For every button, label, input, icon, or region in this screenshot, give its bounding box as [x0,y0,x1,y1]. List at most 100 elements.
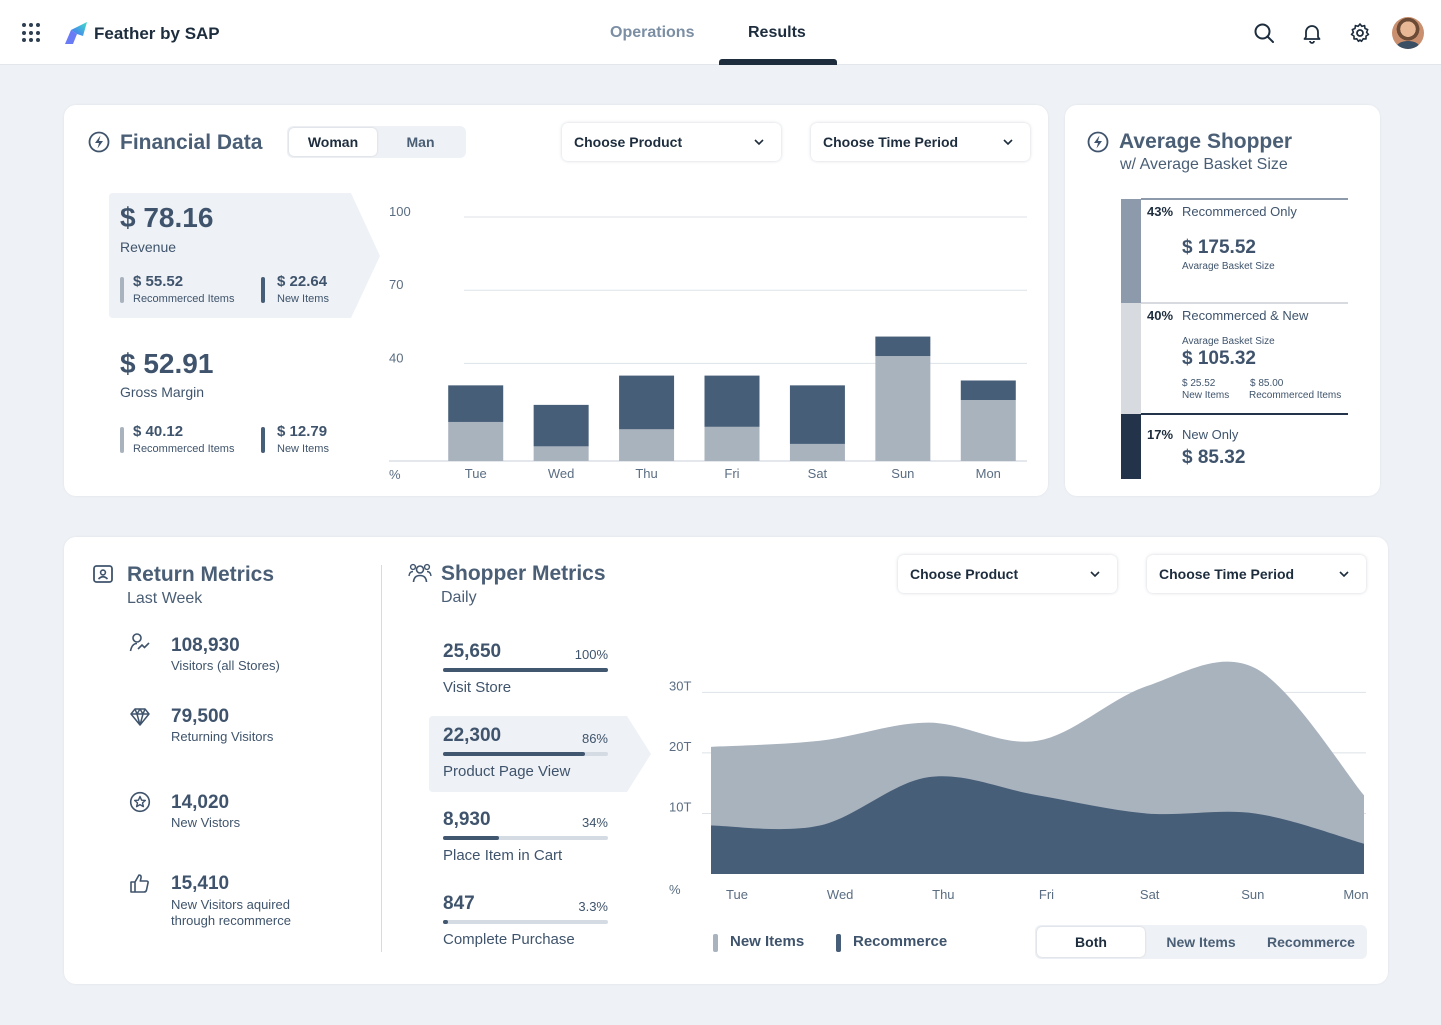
funnel-pct: 86% [581,731,608,746]
bar-segment-upper [533,404,589,447]
funnel-value: 22,300 [443,725,502,746]
legend-new-items: New Items [730,933,805,950]
funnel-label: Complete Purchase [443,931,575,948]
bar-segment-upper [704,375,760,427]
new-marker [261,277,265,303]
time-period-select-label: Choose Time Period [823,134,959,150]
funnel-fill [443,920,449,924]
gear-icon[interactable] [1349,22,1371,44]
shopper-metrics-subtitle: Daily [441,589,477,606]
revenue-label: Revenue [120,239,177,255]
return-metrics-subtitle: Last Week [127,590,203,607]
x-tick-label: Tue [465,466,487,481]
recommerce-marker [120,427,124,453]
margin-value: $ 52.91 [120,348,214,379]
funnel-fill [443,752,585,756]
revenue-new-label: New Items [277,293,329,305]
metric-label: through recommerce [171,913,291,928]
bar-segment-lower [533,446,589,461]
bar-segment-lower [789,443,845,461]
people-icon [408,563,432,583]
x-tick-label: Fri [724,466,739,481]
y-tick-label: 20T [669,739,691,754]
segment-sub: Avarage Basket Size [1182,336,1275,347]
segment-divider [1141,198,1348,200]
x-tick-label: Sun [891,466,914,481]
top-bar: Feather by SAP Operations Results [0,0,1441,65]
lightning-icon [88,131,110,153]
metric-label: Visitors (all Stores) [171,658,280,673]
funnel-fill [443,668,608,672]
gender-man[interactable]: Man [406,134,435,150]
filter-recommerce[interactable]: Recommerce [1267,934,1355,950]
segment-name: Recommerced & New [1182,308,1309,323]
x-tick-label: Sat [808,466,828,481]
area-chart: 10T 20T 30T% Tue Wed Thu Fri Sat Sun Mon [669,661,1369,902]
section-divider [381,565,382,952]
average-shopper-card: Average Shopper w/ Average Basket Size 4… [1065,105,1380,496]
filter-both[interactable]: Both [1037,927,1145,957]
margin-recommerce-label: Recommerced Items [133,443,235,455]
bar-segment-lower [875,356,931,461]
filter-new-items[interactable]: New Items [1166,934,1236,950]
time-period-select[interactable]: Choose Time Period [1147,555,1366,593]
margin-label: Gross Margin [120,384,205,400]
avatar[interactable] [1392,17,1424,49]
tab-results[interactable]: Results [748,24,806,41]
revenue-recommerce-label: Recommerced Items [133,293,235,305]
search-icon[interactable] [1253,22,1275,44]
time-period-select[interactable]: Choose Time Period [811,123,1030,161]
segment-divider [1141,413,1348,415]
tab-operations[interactable]: Operations [610,24,695,41]
margin-new-label: New Items [277,443,329,455]
gender-woman[interactable]: Woman [289,128,377,156]
legend-recommerce: Recommerce [853,933,948,950]
x-tick-label: Mon [976,466,1001,481]
legend-swatch-recommerce [836,934,841,952]
chevron-down-icon [1003,139,1013,146]
segment-bar-recommerced-new [1121,303,1141,414]
segment-sub: Avarage Basket Size [1182,261,1275,272]
funnel-value: 25,650 [443,641,502,662]
star-icon [129,791,151,813]
shopper-metrics-title: Shopper Metrics [441,562,606,585]
grid-icon[interactable] [22,23,42,43]
x-tick-label: Thu [932,887,954,902]
legend-swatch-new-items [713,934,718,952]
metric-value: 14,020 [171,792,230,813]
time-period-select-label: Choose Time Period [1159,566,1295,582]
metric-label: Returning Visitors [171,729,274,744]
funnel-label: Product Page View [443,763,571,780]
funnel-label: Place Item in Cart [443,847,563,864]
metric-value: 79,500 [171,706,230,727]
financial-data-card: Financial Data Woman Man Choose Product … [64,105,1048,496]
margin-recommerce-value: $ 40.12 [133,423,184,440]
product-select[interactable]: Choose Product [562,123,781,161]
bar-segment-upper [960,380,1016,400]
area-recommerce [711,776,1364,874]
return-metrics-title: Return Metrics [127,563,275,586]
funnel-pct: 100% [574,647,608,662]
revenue-new-value: $ 22.64 [277,273,328,290]
segment-pct: 40% [1147,308,1174,323]
y-tick-label: 70 [389,277,403,292]
segment-name: Recommerced Only [1182,204,1297,219]
bar-segment-lower [960,400,1016,461]
segment-pct: 43% [1147,204,1174,219]
bar-segment-lower [704,426,760,461]
segment-new-value: $ 25.52 [1182,378,1216,389]
bar-segment-upper [448,385,504,422]
segment-bar-new-only [1121,414,1141,479]
segment-divider [1141,302,1348,304]
brand-name: Feather by SAP [94,24,220,43]
product-select[interactable]: Choose Product [898,555,1117,593]
bar-segment-lower [619,429,675,461]
logo-icon [65,22,87,44]
funnel-track [443,836,608,840]
gender-toggle: Woman Man [287,126,466,158]
metric-label: New Visitors aquired [171,897,290,912]
funnel-value: 847 [443,893,475,914]
bell-icon[interactable] [1301,22,1323,44]
y-tick-label: 10T [669,799,691,814]
chevron-down-icon [1339,571,1349,578]
